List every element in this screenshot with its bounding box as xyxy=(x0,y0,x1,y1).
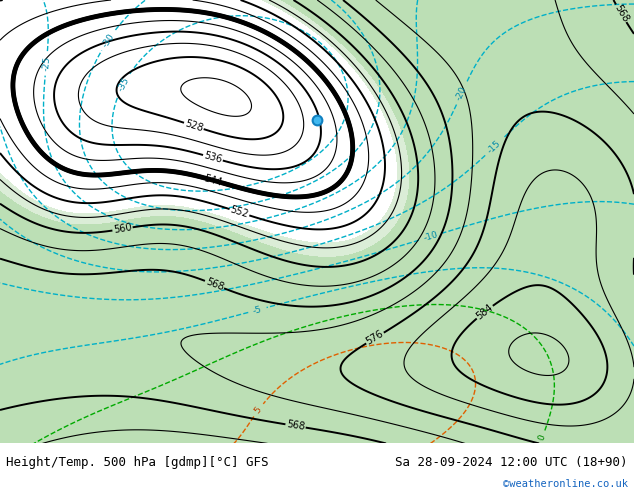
Text: Height/Temp. 500 hPa [gdmp][°C] GFS: Height/Temp. 500 hPa [gdmp][°C] GFS xyxy=(6,456,269,468)
Text: -30: -30 xyxy=(100,31,116,49)
Text: 544: 544 xyxy=(203,173,223,188)
Text: 584: 584 xyxy=(474,302,495,321)
Text: Sa 28-09-2024 12:00 UTC (18+90): Sa 28-09-2024 12:00 UTC (18+90) xyxy=(395,456,628,468)
Text: -10: -10 xyxy=(422,230,439,243)
Text: 568: 568 xyxy=(204,276,225,293)
Text: 560: 560 xyxy=(113,222,133,235)
Text: -25: -25 xyxy=(41,56,51,71)
Text: -15: -15 xyxy=(486,139,503,155)
Text: -20: -20 xyxy=(455,85,469,102)
Text: ©weatheronline.co.uk: ©weatheronline.co.uk xyxy=(503,479,628,490)
Text: 0: 0 xyxy=(537,434,547,442)
Text: 576: 576 xyxy=(365,329,385,347)
Text: -35: -35 xyxy=(116,76,131,93)
Text: 568: 568 xyxy=(612,3,630,24)
Text: 528: 528 xyxy=(183,118,204,134)
Text: -5: -5 xyxy=(252,304,263,316)
Text: 568: 568 xyxy=(285,419,306,432)
Text: 536: 536 xyxy=(203,150,223,165)
Text: 5: 5 xyxy=(253,405,264,415)
Text: 552: 552 xyxy=(229,205,250,220)
